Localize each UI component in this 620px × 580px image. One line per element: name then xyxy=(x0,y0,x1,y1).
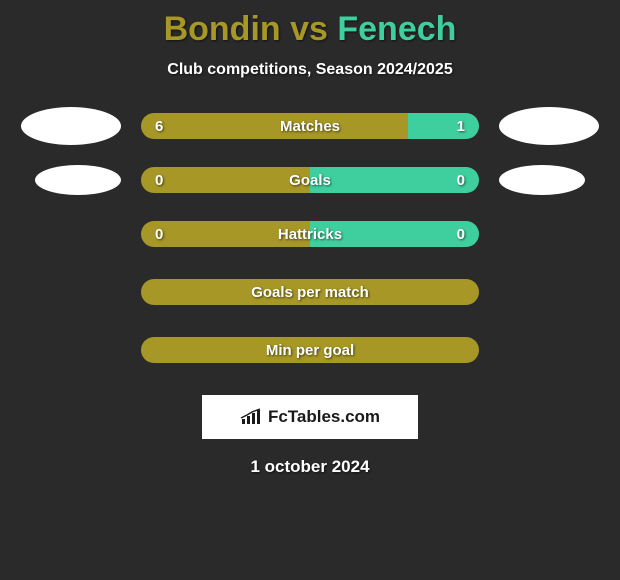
avatar-spacer xyxy=(499,331,599,369)
attribution-text: FcTables.com xyxy=(268,407,380,427)
avatar-spacer xyxy=(499,273,599,311)
player-right-avatar xyxy=(499,165,585,195)
stat-bar: Goals per match xyxy=(141,279,479,305)
vs-separator: vs xyxy=(281,10,338,48)
player-left-avatar xyxy=(35,165,121,195)
competition-subtitle: Club competitions, Season 2024/2025 xyxy=(0,61,620,79)
snapshot-date: 1 october 2024 xyxy=(0,457,620,477)
stat-row: 00Goals xyxy=(0,165,620,195)
stat-label: Min per goal xyxy=(141,337,479,363)
stat-row: Min per goal xyxy=(0,331,620,369)
stat-label: Goals xyxy=(141,167,479,193)
player-left-avatar xyxy=(21,107,121,145)
attribution-banner: FcTables.com xyxy=(202,395,418,439)
stat-bar: Min per goal xyxy=(141,337,479,363)
player-right-avatar xyxy=(499,107,599,145)
stat-bar: 00Hattricks xyxy=(141,221,479,247)
avatar-spacer xyxy=(21,273,121,311)
comparison-title: Bondin vs Fenech xyxy=(0,0,620,49)
player-right-name: Fenech xyxy=(337,10,456,48)
stat-bar: 61Matches xyxy=(141,113,479,139)
chart-icon xyxy=(240,408,262,426)
stat-label: Goals per match xyxy=(141,279,479,305)
avatar-spacer xyxy=(21,331,121,369)
stat-row: Goals per match xyxy=(0,273,620,311)
stats-container: 61Matches 00Goals 00Hattricks Goals per mat… xyxy=(0,107,620,369)
avatar-spacer xyxy=(21,215,121,253)
stat-label: Matches xyxy=(141,113,479,139)
stat-label: Hattricks xyxy=(141,221,479,247)
stat-bar: 00Goals xyxy=(141,167,479,193)
avatar-spacer xyxy=(499,215,599,253)
stat-row: 61Matches xyxy=(0,107,620,145)
player-left-name: Bondin xyxy=(164,10,281,48)
stat-row: 00Hattricks xyxy=(0,215,620,253)
